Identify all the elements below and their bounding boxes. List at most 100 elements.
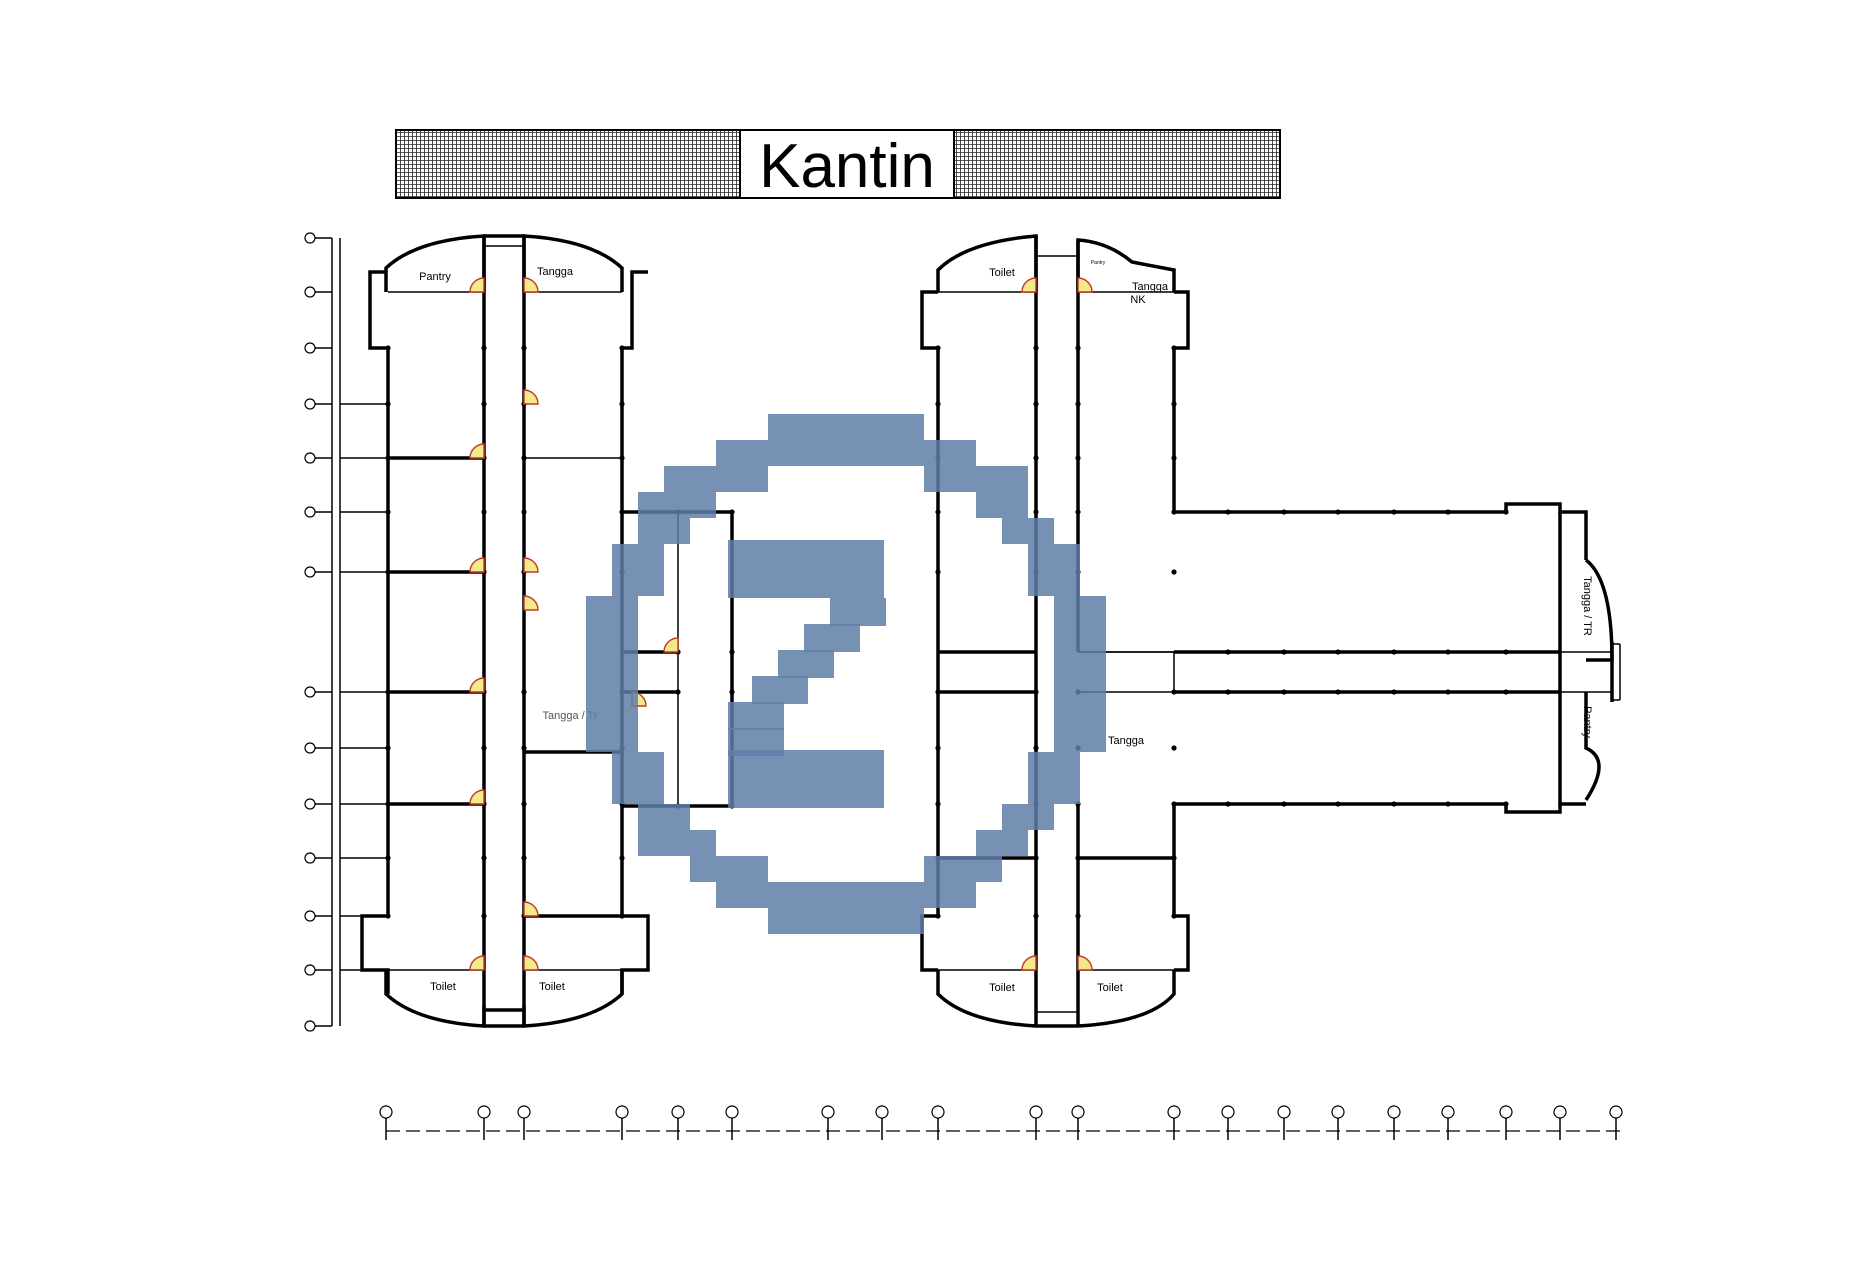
grid-bubble-bottom bbox=[477, 1105, 491, 1140]
door-swing bbox=[523, 557, 539, 573]
column-dot bbox=[481, 509, 487, 515]
grid-bubble-bottom bbox=[821, 1105, 835, 1140]
label-pantry-top-left: Pantry bbox=[419, 271, 451, 283]
left-wing bbox=[340, 234, 650, 1028]
column-dot bbox=[1503, 689, 1509, 695]
grid-bubble-bottom bbox=[875, 1105, 889, 1140]
column-dot bbox=[1445, 509, 1451, 515]
column-dot bbox=[1171, 401, 1177, 407]
door-swing bbox=[523, 277, 539, 293]
column-dot bbox=[1445, 689, 1451, 695]
column-dot bbox=[935, 801, 941, 807]
label-toilet-bottom-left-1: Toilet bbox=[430, 981, 456, 993]
column-dot bbox=[619, 345, 625, 351]
column-dot bbox=[1225, 649, 1231, 655]
grid-bubble-left bbox=[304, 964, 332, 976]
door-swing bbox=[469, 677, 485, 693]
door-swing bbox=[523, 389, 539, 405]
column-dot bbox=[1171, 855, 1177, 861]
column-dot bbox=[935, 745, 941, 751]
column-dot bbox=[1171, 569, 1177, 575]
grid-bubble-left bbox=[304, 852, 332, 864]
column-dot bbox=[1281, 801, 1287, 807]
door-swing bbox=[469, 789, 485, 805]
column-dot bbox=[1335, 801, 1341, 807]
grid-bubble-bottom bbox=[671, 1105, 685, 1140]
column-dot bbox=[1075, 855, 1081, 861]
column-dot bbox=[675, 689, 681, 695]
column-dot bbox=[935, 913, 941, 919]
column-dot bbox=[481, 401, 487, 407]
column-dot bbox=[1391, 509, 1397, 515]
grid-bubble-left bbox=[304, 286, 332, 298]
column-dot bbox=[481, 745, 487, 751]
column-dot bbox=[1503, 509, 1509, 515]
column-dot bbox=[385, 509, 391, 515]
column-dot bbox=[935, 401, 941, 407]
column-dot bbox=[619, 913, 625, 919]
east-wing bbox=[1078, 502, 1621, 814]
column-dot bbox=[935, 569, 941, 575]
column-dot bbox=[729, 649, 735, 655]
column-dot bbox=[1281, 689, 1287, 695]
column-dot bbox=[1033, 745, 1039, 751]
column-dot bbox=[1445, 801, 1451, 807]
grid-bubble-bottom bbox=[1553, 1105, 1567, 1140]
column-dot bbox=[1503, 649, 1509, 655]
column-dot bbox=[1033, 455, 1039, 461]
grid-bubble-bottom bbox=[1277, 1105, 1291, 1140]
label-toilet-bottom-middle-2: Toilet bbox=[1097, 982, 1123, 994]
grid-bubble-bottom bbox=[1441, 1105, 1455, 1140]
grid-bubble-bottom bbox=[1167, 1105, 1181, 1140]
column-dot bbox=[521, 455, 527, 461]
column-dot bbox=[729, 689, 735, 695]
door-swing bbox=[469, 557, 485, 573]
door-swing bbox=[663, 637, 679, 653]
grid-bubble-left bbox=[304, 232, 332, 244]
column-dot bbox=[1171, 345, 1177, 351]
label-pantry-small: Pantry bbox=[1091, 260, 1106, 266]
grid-bubble-bottom bbox=[517, 1105, 531, 1140]
column-dot bbox=[1281, 509, 1287, 515]
column-dot bbox=[385, 569, 391, 575]
column-dot bbox=[385, 455, 391, 461]
column-dot bbox=[1225, 689, 1231, 695]
grid-bubble-bottom bbox=[1609, 1105, 1623, 1140]
column-dot bbox=[385, 745, 391, 751]
column-dot bbox=[1171, 689, 1177, 695]
door-swing bbox=[1021, 955, 1037, 971]
column-dot bbox=[1033, 345, 1039, 351]
column-dot bbox=[481, 913, 487, 919]
column-dot bbox=[1335, 509, 1341, 515]
grid-bubble-bottom bbox=[1331, 1105, 1345, 1140]
column-dot bbox=[1445, 649, 1451, 655]
column-dot bbox=[1171, 509, 1177, 515]
column-dot bbox=[385, 401, 391, 407]
label-tangga-tr-center: Tangga / Tr bbox=[542, 710, 597, 722]
column-dot bbox=[1391, 689, 1397, 695]
grid-bubble-left bbox=[304, 686, 332, 698]
z-logo-watermark-icon bbox=[586, 414, 1106, 934]
column-dot bbox=[1075, 913, 1081, 919]
grid-bubble-bottom bbox=[379, 1105, 393, 1140]
label-pantry-east: Pantry bbox=[1581, 706, 1593, 738]
column-dot bbox=[1225, 801, 1231, 807]
grid-bubble-bottom bbox=[1029, 1105, 1043, 1140]
column-dot bbox=[1335, 649, 1341, 655]
column-dot bbox=[619, 401, 625, 407]
column-dot bbox=[385, 689, 391, 695]
grid-bubble-bottom bbox=[725, 1105, 739, 1140]
column-dot bbox=[619, 509, 625, 515]
column-dot bbox=[385, 855, 391, 861]
grid-bubble-left bbox=[304, 910, 332, 922]
column-dot bbox=[521, 345, 527, 351]
column-dot bbox=[1281, 649, 1287, 655]
label-tangga-top-left: Tangga bbox=[537, 266, 574, 278]
grid-bubble-bottom bbox=[1071, 1105, 1085, 1140]
door-swing bbox=[469, 443, 485, 459]
column-dot bbox=[385, 801, 391, 807]
column-dot bbox=[521, 509, 527, 515]
grid-bubble-left bbox=[304, 342, 332, 354]
grid-bubble-left bbox=[304, 742, 332, 754]
